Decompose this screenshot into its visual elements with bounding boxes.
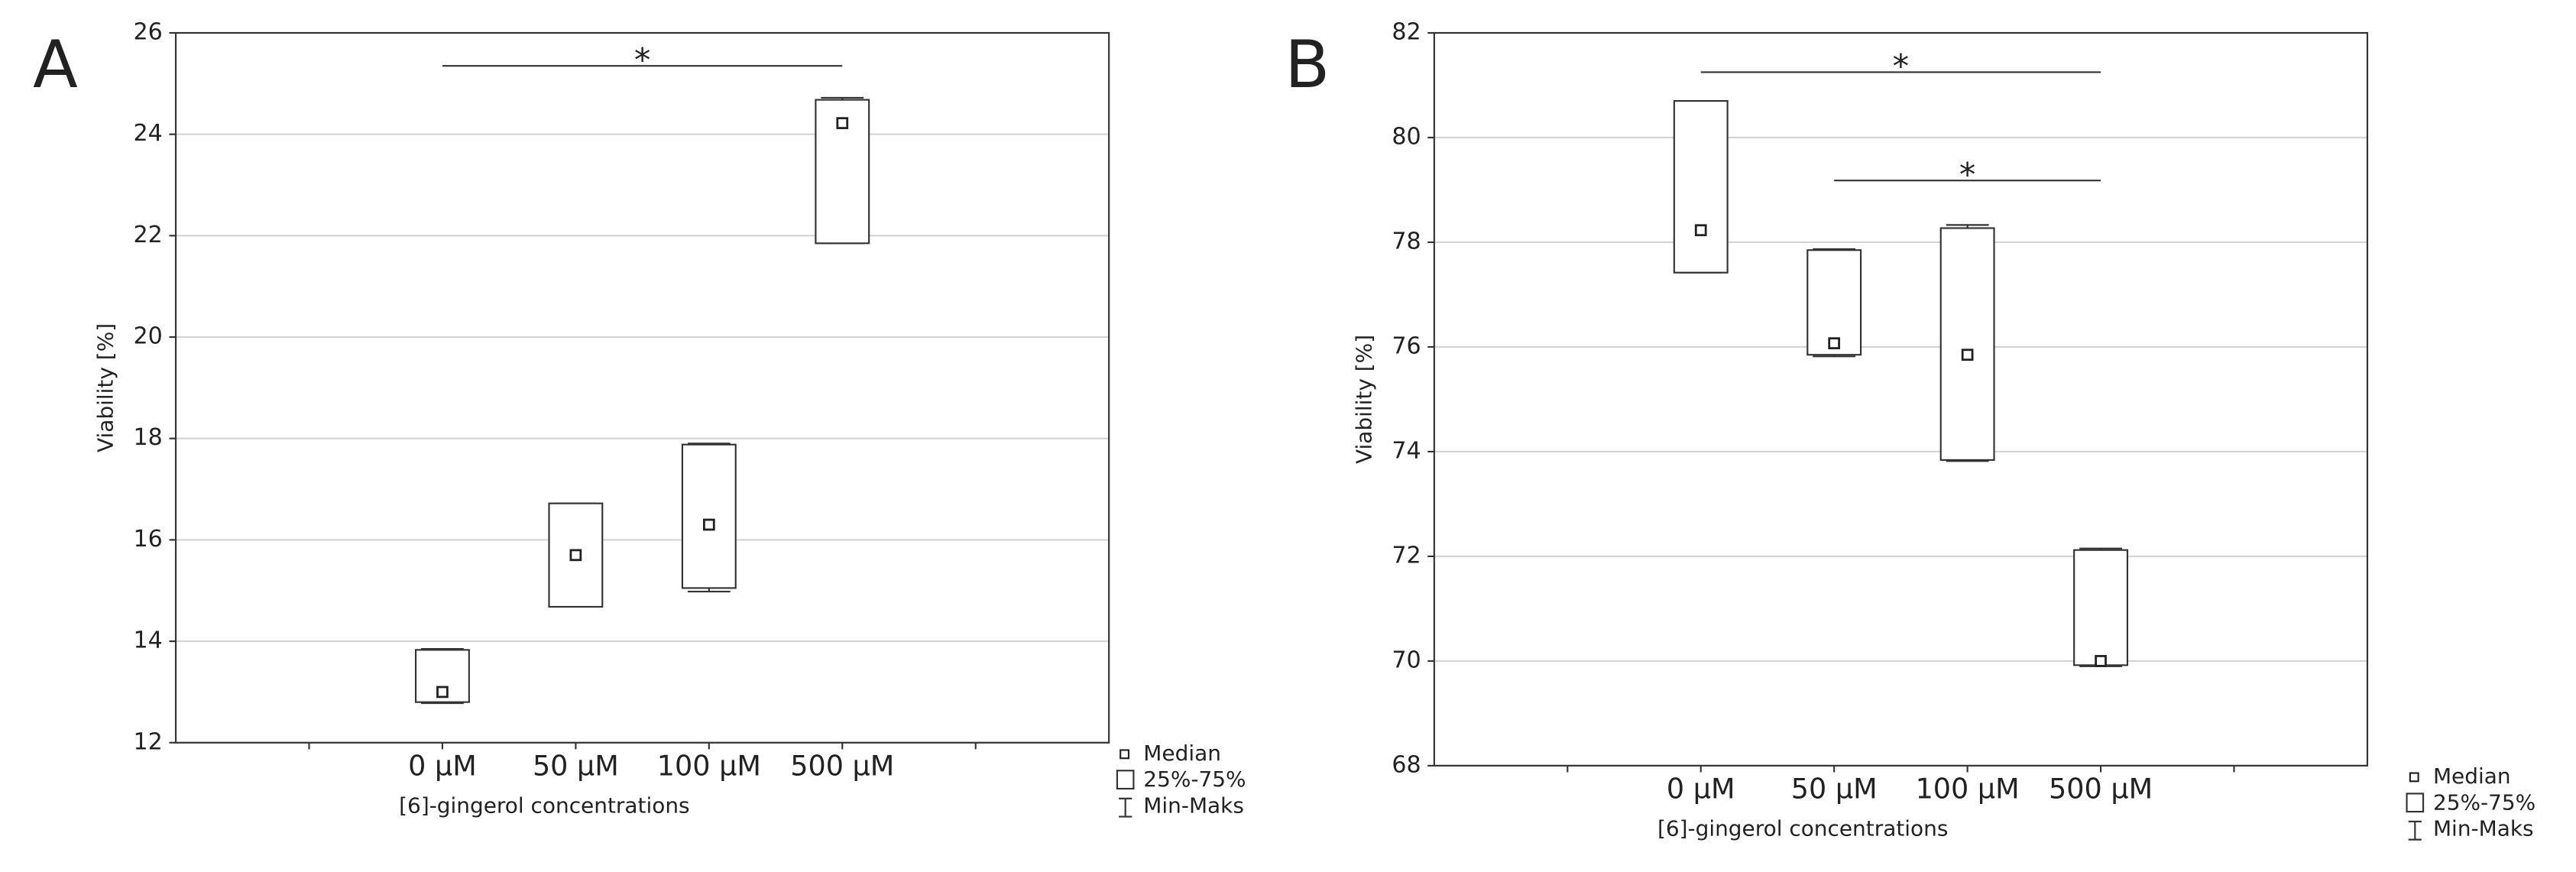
legend-label: Median xyxy=(1143,741,1221,766)
significance-label: * xyxy=(634,41,651,79)
legend-median-icon xyxy=(1120,749,1130,760)
legend-label: 25%-75% xyxy=(2433,789,2535,815)
y-axis-label: Viability [%] xyxy=(1352,335,1377,464)
median-marker xyxy=(702,518,715,531)
y-tick-label: 18 xyxy=(134,424,163,451)
y-tick-label: 74 xyxy=(1392,437,1421,464)
plot-frame xyxy=(1433,31,2369,767)
y-tick-label: 70 xyxy=(1392,647,1421,673)
y-tick-label: 76 xyxy=(1392,332,1421,359)
x-axis-label: [6]-gingerol concentrations xyxy=(399,793,689,819)
y-tick-label: 82 xyxy=(1392,19,1421,46)
x-tick-label: 50 µM xyxy=(533,750,619,783)
legend-box-icon xyxy=(1116,770,1135,790)
y-tick-label: 72 xyxy=(1392,542,1421,569)
x-tick-label: 0 µM xyxy=(1667,773,1735,806)
y-tick-label: 80 xyxy=(1392,124,1421,151)
median-marker xyxy=(2095,655,2107,667)
significance-label: * xyxy=(1959,156,1976,194)
x-tick-label: 500 µM xyxy=(2049,773,2153,806)
iqr-box xyxy=(2073,549,2129,666)
median-marker xyxy=(1961,348,1974,361)
legend-label: Min-Maks xyxy=(2433,816,2534,841)
y-axis-label: Viability [%] xyxy=(93,323,118,452)
y-tick-label: 68 xyxy=(1392,751,1421,778)
median-marker xyxy=(836,117,849,129)
legend-label: Median xyxy=(2433,763,2511,789)
x-tick-label: 500 µM xyxy=(790,750,894,783)
y-tick-label: 12 xyxy=(134,728,163,755)
median-marker xyxy=(569,549,582,562)
y-tick-label: 22 xyxy=(134,222,163,248)
iqr-box xyxy=(681,443,737,589)
x-tick-label: 100 µM xyxy=(657,750,761,783)
x-tick-label: 0 µM xyxy=(408,750,477,783)
median-marker xyxy=(436,686,449,699)
significance-label: * xyxy=(1893,48,1910,86)
y-tick-label: 14 xyxy=(134,627,163,654)
median-marker xyxy=(1694,224,1707,237)
y-tick-label: 24 xyxy=(134,120,163,147)
legend-box-icon xyxy=(2406,793,2425,813)
y-tick-label: 78 xyxy=(1392,228,1421,254)
median-marker xyxy=(1828,337,1841,350)
y-tick-label: 16 xyxy=(134,526,163,553)
panel-label: A xyxy=(33,27,78,103)
legend-label: Min-Maks xyxy=(1143,793,1244,819)
x-tick-label: 50 µM xyxy=(1791,773,1878,806)
x-tick-label: 100 µM xyxy=(1916,773,2020,806)
iqr-box xyxy=(1939,227,1995,461)
y-tick-label: 26 xyxy=(134,19,163,46)
iqr-box xyxy=(1673,99,1729,274)
legend-median-icon xyxy=(2409,772,2419,783)
legend-label: 25%-75% xyxy=(1143,767,1246,792)
x-axis-label: [6]-gingerol concentrations xyxy=(1657,816,1948,841)
y-tick-label: 20 xyxy=(134,323,163,350)
plot-frame xyxy=(174,31,1110,744)
panel-label: B xyxy=(1285,27,1330,103)
